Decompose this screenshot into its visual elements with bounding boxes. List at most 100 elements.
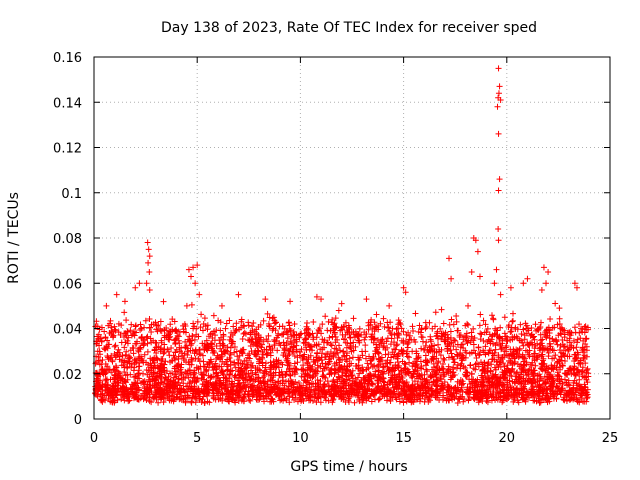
data-point xyxy=(153,322,160,329)
data-point xyxy=(448,316,455,323)
data-point xyxy=(310,318,317,325)
data-point xyxy=(481,329,488,336)
data-point xyxy=(336,384,343,391)
data-point xyxy=(238,365,245,372)
data-point xyxy=(116,356,123,363)
data-point xyxy=(545,268,552,275)
data-point xyxy=(123,317,130,324)
data-point xyxy=(118,362,125,369)
data-point xyxy=(510,310,517,317)
data-point xyxy=(167,370,174,377)
data-point xyxy=(183,302,190,309)
data-point xyxy=(252,369,259,376)
data-point xyxy=(275,330,282,337)
data-point xyxy=(102,334,109,341)
data-point xyxy=(146,287,153,294)
data-point xyxy=(255,323,262,330)
data-point xyxy=(572,324,579,331)
data-point xyxy=(286,393,293,400)
data-point xyxy=(422,396,429,403)
data-point xyxy=(193,325,200,332)
data-point xyxy=(429,366,436,373)
y-tick-label: 0.14 xyxy=(53,96,82,111)
data-point xyxy=(285,360,292,367)
data-point xyxy=(375,396,382,403)
data-point xyxy=(400,379,407,386)
data-point xyxy=(317,377,324,384)
data-point xyxy=(345,324,352,331)
data-point xyxy=(196,346,203,353)
data-point xyxy=(212,360,219,367)
y-tick-label: 0 xyxy=(74,413,82,428)
data-point xyxy=(92,389,99,396)
data-point xyxy=(266,323,273,330)
data-point xyxy=(572,371,579,378)
data-point xyxy=(125,358,132,365)
data-point xyxy=(317,346,324,353)
data-point xyxy=(439,360,446,367)
data-point xyxy=(166,389,173,396)
y-tick-label: 0.1 xyxy=(61,187,82,202)
data-point xyxy=(326,371,333,378)
data-point xyxy=(142,390,149,397)
data-point xyxy=(433,355,440,362)
data-point xyxy=(504,379,511,386)
data-point xyxy=(489,393,496,400)
data-point xyxy=(208,358,215,365)
data-point xyxy=(343,366,350,373)
data-point xyxy=(382,351,389,358)
data-point xyxy=(476,322,483,329)
data-point xyxy=(523,372,530,379)
data-point xyxy=(405,354,412,361)
data-point xyxy=(522,398,529,405)
data-point xyxy=(188,356,195,363)
data-point xyxy=(325,318,332,325)
data-point xyxy=(465,396,472,403)
data-point xyxy=(322,397,329,404)
data-point xyxy=(478,331,485,338)
data-point xyxy=(585,373,592,380)
data-point xyxy=(480,382,487,389)
data-point xyxy=(465,302,472,309)
data-point xyxy=(583,326,590,333)
data-point xyxy=(287,327,294,334)
data-point xyxy=(557,391,564,398)
data-point xyxy=(228,329,235,336)
data-point xyxy=(202,323,209,330)
data-point xyxy=(395,321,402,328)
data-point xyxy=(528,325,535,332)
data-point xyxy=(317,399,324,406)
data-point xyxy=(253,353,260,360)
data-point xyxy=(165,373,172,380)
data-point xyxy=(110,334,117,341)
data-point xyxy=(262,370,269,377)
data-point xyxy=(281,385,288,392)
data-point xyxy=(520,342,527,349)
data-point xyxy=(287,372,294,379)
data-point xyxy=(178,350,185,357)
data-point xyxy=(525,391,532,398)
data-point xyxy=(247,376,254,383)
data-point xyxy=(434,328,441,335)
data-point xyxy=(470,325,477,332)
data-point xyxy=(200,389,207,396)
data-point xyxy=(286,322,293,329)
data-point xyxy=(146,378,153,385)
data-point xyxy=(495,65,502,72)
data-point xyxy=(123,384,130,391)
data-point xyxy=(204,388,211,395)
data-point xyxy=(538,287,545,294)
data-point xyxy=(112,327,119,334)
data-point xyxy=(429,381,436,388)
data-point xyxy=(433,383,440,390)
data-point xyxy=(482,321,489,328)
data-point xyxy=(567,394,574,401)
data-point xyxy=(531,350,538,357)
data-point xyxy=(346,391,353,398)
data-point xyxy=(190,388,197,395)
data-point xyxy=(176,340,183,347)
data-point xyxy=(188,399,195,406)
data-point xyxy=(510,368,517,375)
data-point xyxy=(207,374,214,381)
data-point xyxy=(352,343,359,350)
